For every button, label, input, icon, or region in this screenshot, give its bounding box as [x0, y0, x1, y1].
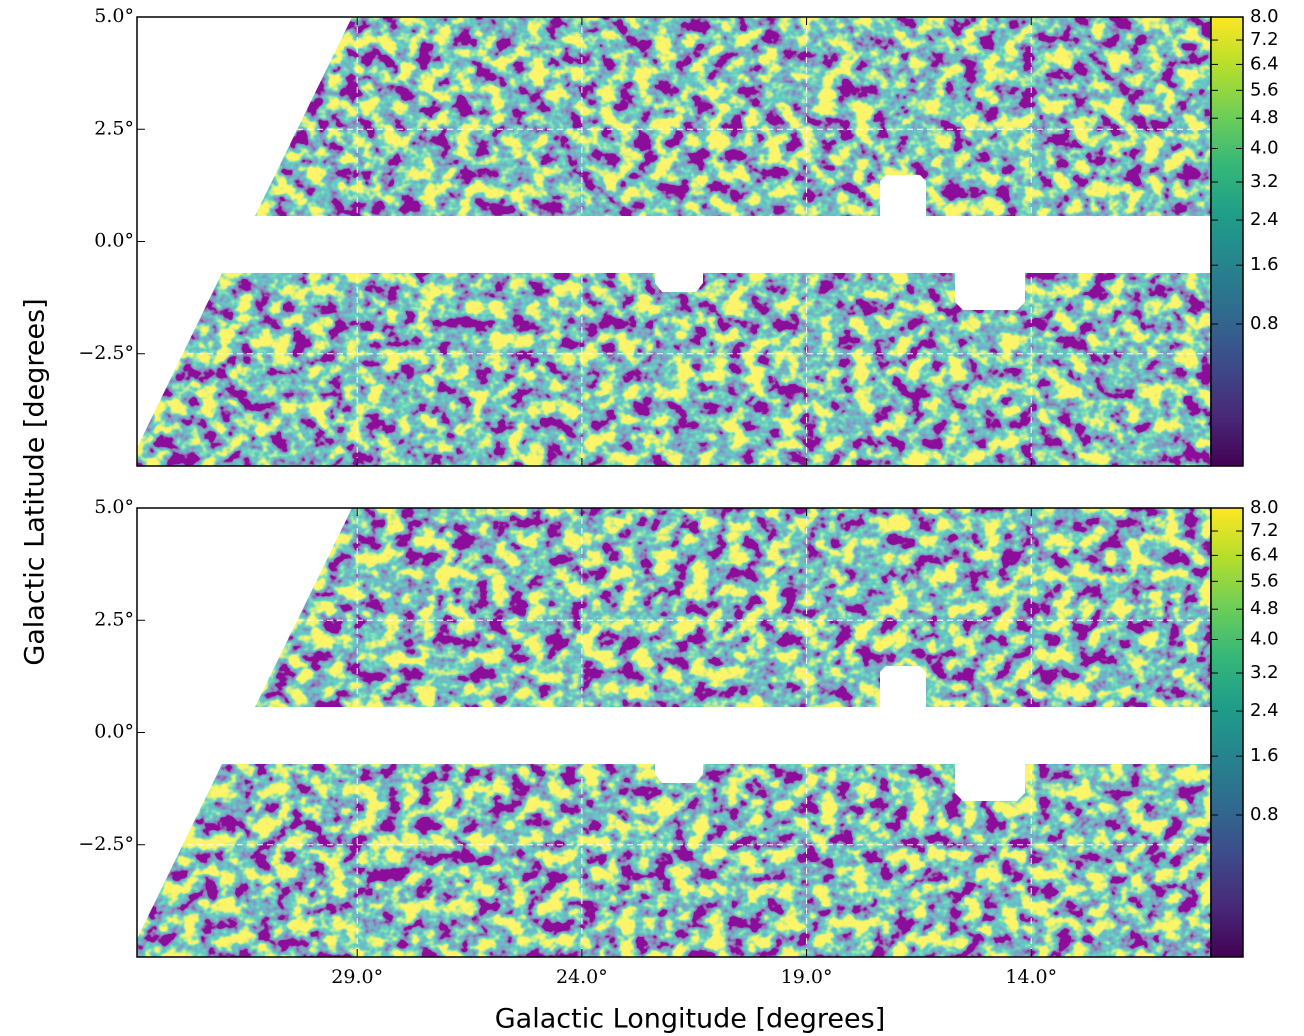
colorbar-tick-label: 5.6: [1250, 79, 1279, 100]
colorbar-tick-label: 4.0: [1250, 138, 1279, 159]
colorbar-tick-label: 8.0: [1250, 497, 1279, 518]
x-tick-label: 19.0°: [781, 966, 833, 988]
colorbar-tick-label: 3.2: [1250, 662, 1279, 683]
colorbar-tick-label: 8.0: [1250, 6, 1279, 27]
y-tick-label: 0.0°: [94, 230, 134, 252]
colorbar-tick-label: 1.6: [1250, 254, 1279, 275]
y-tick-label: 2.5°: [94, 117, 134, 139]
colorbar-tick-label: 6.4: [1250, 544, 1279, 565]
y-tick-label: 5.0°: [94, 5, 134, 27]
colorbar-tick-label: 4.0: [1250, 629, 1279, 650]
colorbar-tick-label: 7.2: [1250, 29, 1279, 50]
colorbar-tick-label: 7.2: [1250, 520, 1279, 541]
y-tick-label: 5.0°: [94, 496, 134, 518]
colorbar-tick-label: 1.6: [1250, 745, 1279, 766]
x-tick-label: 14.0°: [1005, 966, 1057, 988]
colorbar-tick-label: 3.2: [1250, 171, 1279, 192]
colorbar-tick-label: 4.8: [1250, 107, 1279, 128]
colorbar-tick-label: 5.6: [1250, 570, 1279, 591]
x-axis-label: Galactic Longitude [degrees]: [495, 1004, 886, 1035]
colorbar-tick-label: 2.4: [1250, 700, 1279, 721]
y-tick-label: 2.5°: [94, 608, 134, 630]
x-tick-label: 24.0°: [556, 966, 608, 988]
colorbar-tick-label: 0.8: [1250, 804, 1279, 825]
colorbar: [1210, 16, 1244, 467]
x-tick-label: 29.0°: [331, 966, 383, 988]
y-tick-label: −2.5°: [78, 342, 134, 364]
colorbar-tick-label: 6.4: [1250, 53, 1279, 74]
y-axis-label: Galactic Latitude [degrees]: [20, 298, 51, 665]
y-tick-label: −2.5°: [78, 833, 134, 855]
colorbar-tick-label: 0.8: [1250, 313, 1279, 334]
colorbar-tick-label: 2.4: [1250, 209, 1279, 230]
colorbar: [1210, 507, 1244, 958]
colorbar-tick-label: 4.8: [1250, 598, 1279, 619]
y-tick-label: 0.0°: [94, 721, 134, 743]
